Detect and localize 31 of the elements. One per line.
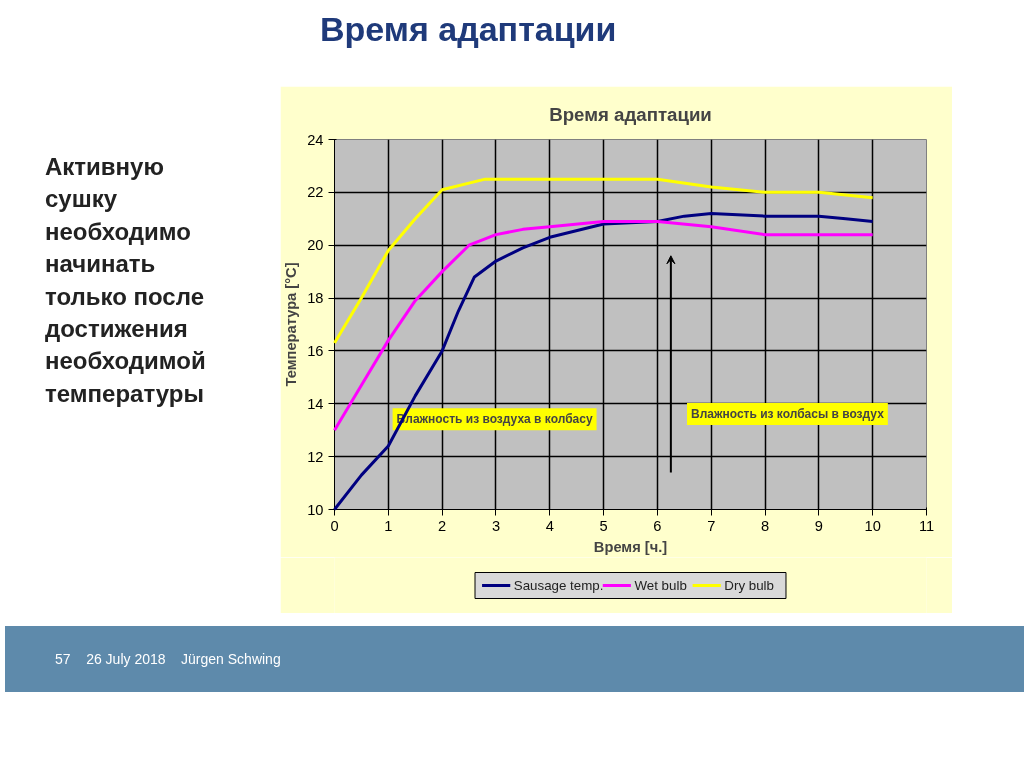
x-tick-label: 4 — [545, 517, 554, 534]
x-tick-label: 0 — [330, 517, 339, 534]
x-tick-label: 9 — [814, 517, 823, 534]
x-tick-label: 7 — [707, 517, 716, 534]
legend-label: Sausage temp. — [513, 578, 604, 593]
y-tick-label: 16 — [307, 342, 324, 359]
text: 57 26 July 2018 Jürgen Schwing — [55, 651, 281, 667]
y-tick-label: 22 — [307, 184, 324, 201]
y-axis-title: Температура [°C] — [283, 262, 300, 387]
x-tick-label: 1 — [384, 517, 393, 534]
x-axis-title: Время [ч.] — [593, 538, 668, 555]
x-tick-label: 3 — [491, 517, 501, 534]
y-tick-label: 20 — [307, 237, 324, 254]
text: Активную сушку необходимо начинать только после достижения необходимой температуры — [45, 152, 206, 409]
x-tick-label: 5 — [599, 517, 608, 534]
y-tick-label: 24 — [307, 131, 324, 148]
x-tick-label: 10 — [864, 517, 881, 534]
y-tick-label: 18 — [307, 290, 324, 307]
y-tick-label: 10 — [307, 501, 324, 518]
x-tick-label: 2 — [438, 517, 447, 534]
line-series — [333, 177, 875, 345]
y-tick-label: 14 — [307, 395, 324, 412]
chart-title: Время адаптации — [549, 103, 712, 125]
x-tick-label: 8 — [760, 517, 770, 534]
text: Время адаптации — [320, 9, 617, 50]
legend-label: Dry bulb — [724, 578, 774, 593]
annotation: Влажность из колбасы в воздух — [691, 406, 885, 421]
x-tick-label: 11 — [918, 517, 935, 534]
x-tick-label: 6 — [653, 517, 662, 534]
y-tick-label: 12 — [307, 448, 324, 465]
legend-label: Wet bulb — [634, 578, 687, 593]
